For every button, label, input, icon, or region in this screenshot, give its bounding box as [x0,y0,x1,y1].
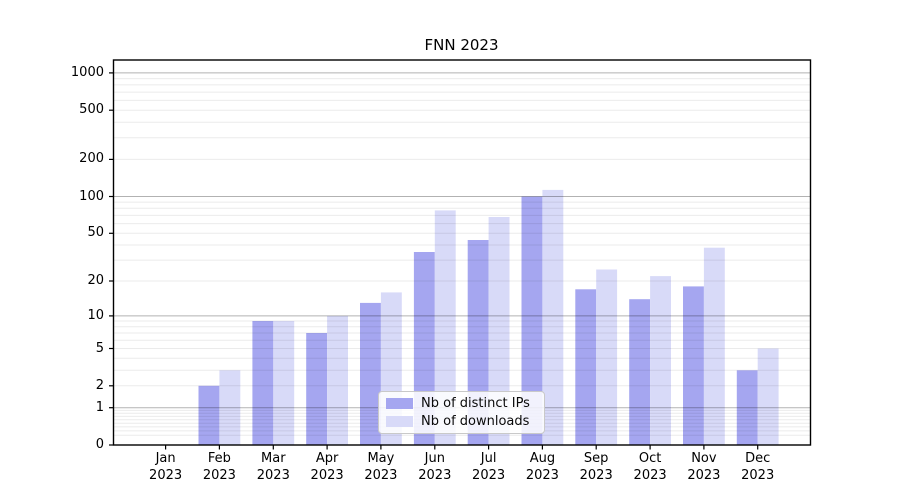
x-tick-label-jul: Jul 2023 [472,451,506,483]
bar-downloads-apr [327,315,348,445]
legend-swatch-distinct-ips [386,398,413,410]
bar-downloads-nov [703,247,725,445]
x-tick-label-apr: Apr 2023 [310,451,344,483]
x-tick-label-nov: Nov 2023 [687,451,721,483]
plot-spines [112,59,812,446]
y-tick-label-0: 0 [95,437,104,452]
y-tick-label-5: 5 [95,340,104,356]
y-tick-label-500: 500 [79,102,104,118]
bar-distinct-ips-dec [736,370,758,445]
bar-distinct-ips-mar [252,321,274,445]
bar-distinct-ips-may [360,302,381,445]
x-tick-label-oct: Oct 2023 [633,451,667,483]
legend-box: Nb of distinct IPs Nb of downloads [378,391,545,434]
y-tick-label-10: 10 [87,307,104,323]
bar-downloads-jun [434,210,456,445]
chart-title: FNN 2023 [424,36,499,54]
legend-row-distinct-ips: Nb of distinct IPs [386,396,537,411]
bar-distinct-ips-feb [198,385,220,445]
bar-distinct-ips-aug [521,196,543,445]
x-tick-label-jan: Jan 2023 [149,451,183,483]
x-tick-label-feb: Feb 2023 [202,451,236,483]
y-tick-label-200: 200 [79,151,104,167]
bar-downloads-mar [273,321,295,445]
bar-distinct-ips-sep [575,289,597,445]
x-tick-label-jun: Jun 2023 [418,451,452,483]
legend-label-distinct-ips: Nb of distinct IPs [421,396,530,412]
legend-row-downloads: Nb of downloads [386,414,537,429]
y-tick-label-100: 100 [79,188,104,204]
y-tick-label-1000: 1000 [70,64,104,80]
x-tick-label-aug: Aug 2023 [525,451,559,483]
x-tick-label-sep: Sep 2023 [579,451,613,483]
x-tick-label-dec: Dec 2023 [741,451,775,483]
y-tick-label-50: 50 [87,225,104,241]
bar-downloads-sep [596,269,618,445]
bar-downloads-dec [757,348,779,445]
y-tick-label-20: 20 [87,273,104,288]
bar-distinct-ips-apr [306,333,328,445]
bar-distinct-ips-oct [629,299,651,445]
x-tick-label-mar: Mar 2023 [256,451,290,483]
bar-downloads-feb [219,370,241,445]
legend-label-downloads: Nb of downloads [421,413,530,429]
bar-downloads-jul [488,217,510,445]
y-tick-label-1: 1 [95,399,104,415]
bar-distinct-ips-nov [683,286,704,445]
bar-downloads-aug [542,189,564,445]
legend-swatch-downloads [386,415,413,427]
y-tick-label-2: 2 [95,377,104,393]
x-tick-label-may: May 2023 [364,451,398,483]
bar-downloads-oct [650,276,671,445]
